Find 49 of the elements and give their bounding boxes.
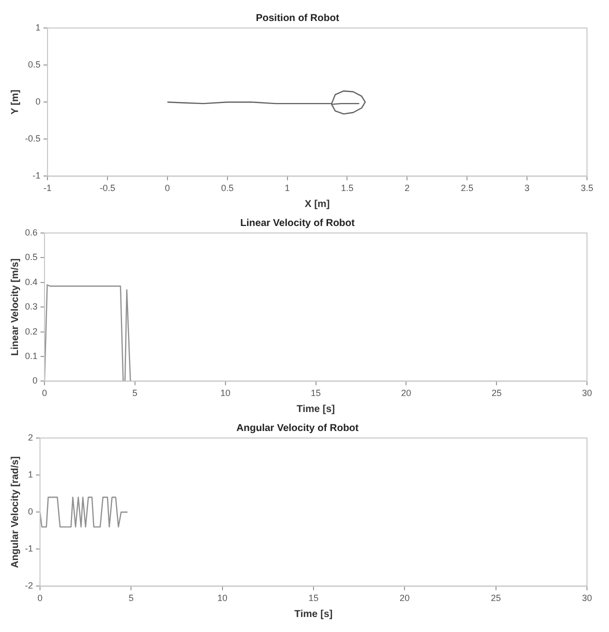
x-tick-label: -0.5 <box>100 183 116 194</box>
y-tick-label: 0.3 <box>24 302 38 312</box>
x-axis-title: X [m] <box>304 198 330 210</box>
y-tick-label: 0.6 <box>24 227 38 238</box>
chart-title: Position of Robot <box>256 12 340 24</box>
chart-title: Angular Velocity of Robot <box>236 422 360 434</box>
y-tick-label: 1 <box>35 22 41 32</box>
y-tick-label: 0 <box>35 96 41 107</box>
x-tick-label: 0 <box>42 388 48 398</box>
x-axis-title: Time [s] <box>294 608 333 620</box>
x-tick-label: 20 <box>401 388 412 398</box>
x-tick-label: 2.5 <box>460 183 474 194</box>
x-tick-label: 10 <box>220 388 230 398</box>
y-axis-title: Angular Velocity [rad/s] <box>10 456 21 568</box>
y-tick-label: -1 <box>32 170 41 181</box>
x-tick-label: 1.5 <box>340 183 354 194</box>
y-axis-title: Linear Velocity [m/s] <box>10 258 21 356</box>
y-tick-label: 1 <box>28 470 33 480</box>
y-tick-label: 0.5 <box>24 252 38 262</box>
chart-title: Linear Velocity of Robot <box>240 218 356 229</box>
x-tick-label: 2 <box>404 183 410 194</box>
y-tick-label: -2 <box>24 580 33 591</box>
x-tick-label: 30 <box>582 593 592 604</box>
x-tick-label: 5 <box>128 593 134 604</box>
x-tick-label: 15 <box>308 593 319 604</box>
x-tick-label: -1 <box>44 183 52 194</box>
y-tick-label: 0.5 <box>28 60 41 70</box>
x-tick-label: 20 <box>400 593 410 604</box>
y-tick-label: 0.1 <box>24 350 38 361</box>
x-tick-label: 0.5 <box>221 183 234 194</box>
x-tick-label: 5 <box>132 388 138 398</box>
x-axis-title: Time [s] <box>296 404 335 415</box>
x-tick-label: 1 <box>284 183 290 194</box>
x-tick-label: 25 <box>490 593 501 604</box>
y-tick-label: -0.5 <box>24 134 41 144</box>
y-tick-label: -1 <box>24 544 33 554</box>
y-tick-label: 0 <box>28 506 33 517</box>
x-tick-label: 0 <box>164 183 170 194</box>
x-tick-label: 30 <box>582 388 592 398</box>
y-tick-label: 2 <box>28 432 33 442</box>
x-tick-label: 10 <box>217 593 228 604</box>
x-tick-label: 15 <box>310 388 321 398</box>
x-tick-label: 3 <box>524 183 530 194</box>
y-tick-label: 0.2 <box>24 326 38 336</box>
y-axis-title: Y [m] <box>10 90 21 115</box>
x-tick-label: 3.5 <box>580 183 594 194</box>
y-tick-label: 0 <box>32 376 38 386</box>
x-tick-label: 25 <box>492 388 502 398</box>
y-tick-label: 0.4 <box>24 276 38 287</box>
